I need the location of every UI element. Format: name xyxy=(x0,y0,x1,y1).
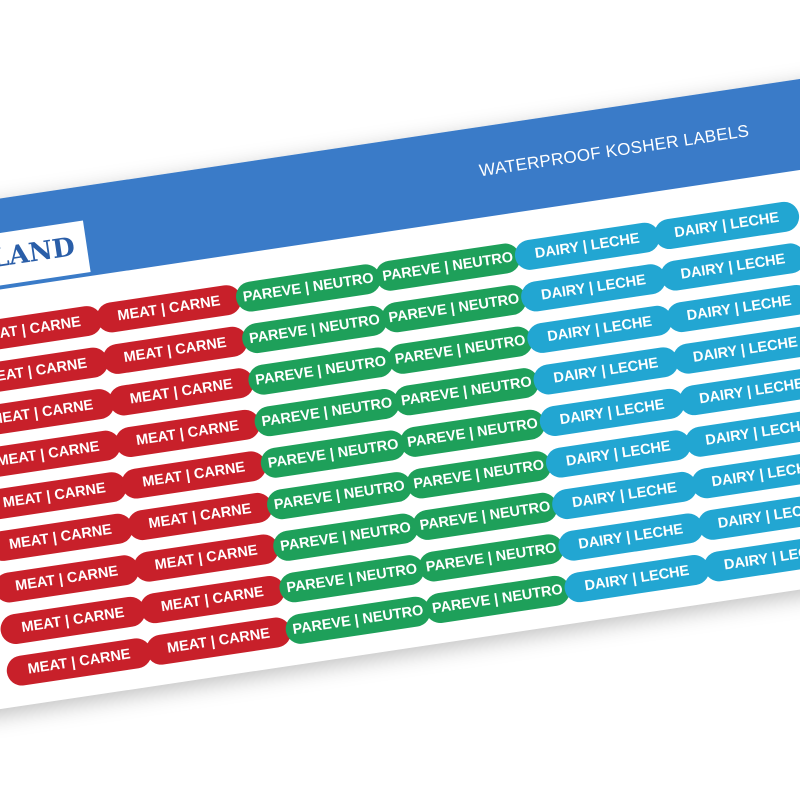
kosher-label: PAREVE | NEUTRO xyxy=(246,345,396,397)
kosher-label: PAREVE | NEUTRO xyxy=(416,532,566,584)
kosher-label: DAIRY | LECHE xyxy=(701,532,800,584)
logo-box: L LAND xyxy=(0,220,91,301)
kosher-label: DAIRY | LECHE xyxy=(562,552,712,605)
kosher-label: DAIRY | LECHE xyxy=(531,345,681,397)
kosher-label: MEAT | CARNE xyxy=(113,407,262,460)
kosher-label: PAREVE | NEUTRO xyxy=(423,573,572,626)
kosher-label: PAREVE | NEUTRO xyxy=(385,324,535,376)
kosher-label: MEAT | CARNE xyxy=(125,490,275,543)
kosher-label: PAREVE | NEUTRO xyxy=(252,386,402,439)
kosher-label: MEAT | CARNE xyxy=(0,511,135,563)
kosher-label: MEAT | CARNE xyxy=(119,449,269,501)
kosher-label: DAIRY | LECHE xyxy=(550,469,699,522)
kosher-label: DAIRY | LECHE xyxy=(525,303,675,355)
kosher-label: PAREVE | NEUTRO xyxy=(373,241,523,293)
kosher-label: DAIRY | LECHE xyxy=(695,490,800,542)
kosher-label: DAIRY | LECHE xyxy=(664,282,800,335)
kosher-label: DAIRY | LECHE xyxy=(543,428,693,480)
label-sheet: L LAND WATERPROOF KOSHER LABELS MEAT | C… xyxy=(0,52,800,715)
kosher-label: MEAT | CARNE xyxy=(94,283,244,335)
kosher-label: PAREVE | NEUTRO xyxy=(398,407,548,459)
kosher-label: DAIRY | LECHE xyxy=(512,220,662,272)
kosher-label: PAREVE | NEUTRO xyxy=(271,511,421,563)
kosher-label: PAREVE | NEUTRO xyxy=(283,594,433,646)
kosher-label: DAIRY | LECHE xyxy=(519,262,668,314)
kosher-label: MEAT | CARNE xyxy=(4,636,154,688)
kosher-label: DAIRY | LECHE xyxy=(652,199,800,252)
kosher-label: PAREVE | NEUTRO xyxy=(258,428,408,480)
kosher-label: PAREVE | NEUTRO xyxy=(404,449,554,501)
kosher-label: PAREVE | NEUTRO xyxy=(277,553,427,605)
kosher-label: MEAT | CARNE xyxy=(131,532,281,584)
kosher-label: DAIRY | LECHE xyxy=(658,241,800,293)
kosher-label: MEAT | CARNE xyxy=(144,615,294,667)
kosher-label: PAREVE | NEUTRO xyxy=(410,490,560,542)
kosher-label: MEAT | CARNE xyxy=(137,573,287,626)
kosher-label: DAIRY | LECHE xyxy=(670,324,800,376)
kosher-label: PAREVE | NEUTRO xyxy=(233,262,383,314)
kosher-label: DAIRY | LECHE xyxy=(677,365,800,418)
kosher-label: MEAT | CARNE xyxy=(100,324,250,376)
kosher-label: DAIRY | LECHE xyxy=(556,511,706,563)
logo: L LAND xyxy=(0,232,77,278)
kosher-label: PAREVE | NEUTRO xyxy=(240,303,390,356)
kosher-label: MEAT | CARNE xyxy=(0,594,148,647)
kosher-label: DAIRY | LECHE xyxy=(689,449,800,501)
kosher-label: PAREVE | NEUTRO xyxy=(392,366,541,418)
kosher-label: MEAT | CARNE xyxy=(106,366,256,418)
kosher-label: DAIRY | LECHE xyxy=(537,386,687,439)
kosher-label: PAREVE | NEUTRO xyxy=(265,470,414,522)
kosher-label: DAIRY | LECHE xyxy=(683,407,800,459)
header-title: WATERPROOF KOSHER LABELS xyxy=(477,121,751,181)
kosher-label: MEAT | CARNE xyxy=(0,553,142,605)
kosher-label: PAREVE | NEUTRO xyxy=(379,283,529,335)
